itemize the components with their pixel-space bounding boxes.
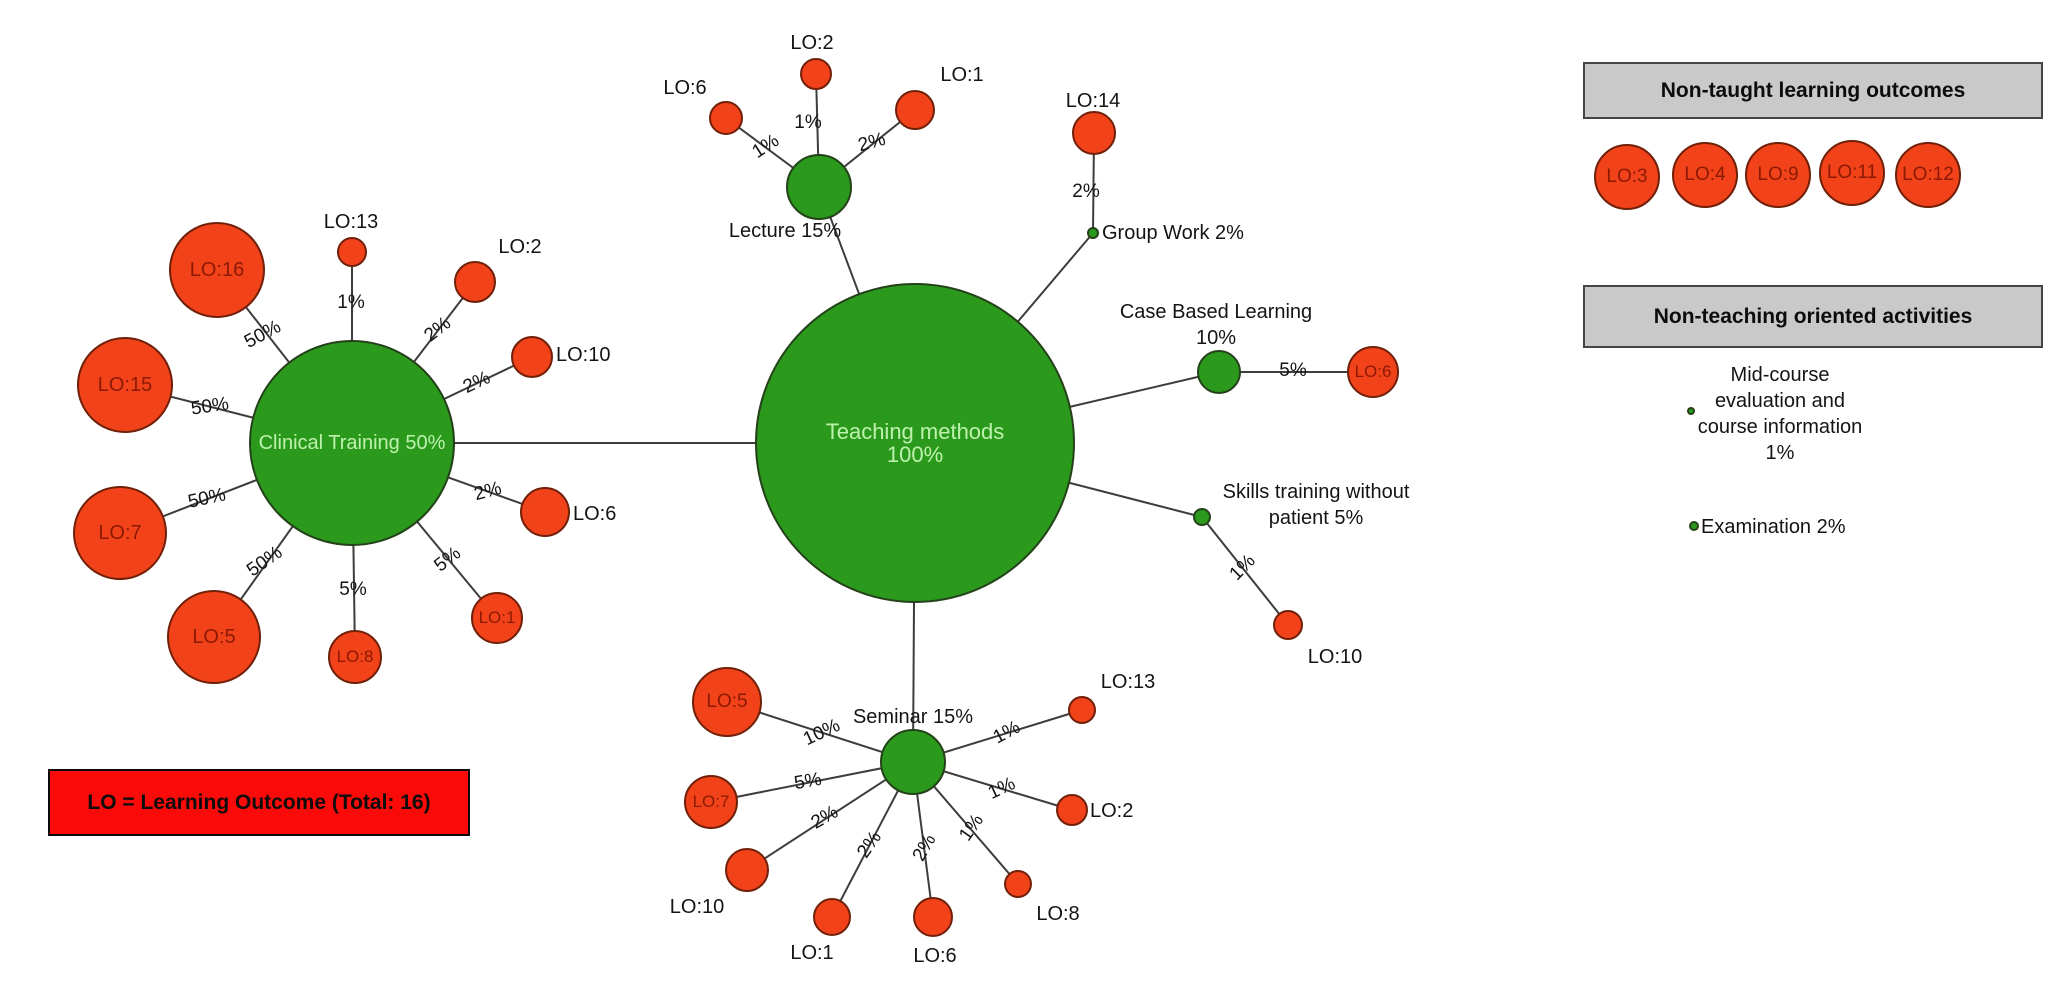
non-taught-header: Non-taught learning outcomes [1583,62,2043,119]
outcome-node-seminar-lo-10 [725,848,769,892]
outcome-node-seminar-lo-8-label: LO:8 [1036,903,1080,925]
node-inside-label: LO:9 [1757,164,1799,186]
activity-dot-1 [1689,521,1699,531]
node-inside-label: Clinical Training 50% [258,431,446,454]
node-inside-label: LO:3 [1606,166,1648,188]
method-node-teaching-methods: Teaching methods 100% [755,283,1075,603]
method-node-case-based-learning [1197,350,1241,394]
method-node-label-skills-training-without-patient: Skills training without patient 5% [1222,481,1410,529]
edge-percent-label: 2% [1072,181,1100,202]
outcome-node-lecture-lo-2 [800,58,832,90]
node-inside-label: LO:8 [336,647,374,667]
edge-percent-label: 1% [337,292,365,313]
method-node-label-seminar: Seminar 15% [852,706,974,728]
outcome-node-lecture-lo-1 [895,90,935,130]
node-inside-label: LO:7 [98,521,142,544]
non-taught-outcome-lo-9: LO:9 [1745,142,1811,208]
method-node-skills-training-without-patient [1193,508,1211,526]
outcome-node-seminar-lo-13 [1068,696,1096,724]
node-inside-label: LO:5 [192,625,236,648]
outcome-node-clinical-lo-2 [454,261,496,303]
outcome-node-seminar-lo-1-label: LO:1 [790,942,834,964]
outcome-node-lecture-lo-6-label: LO:6 [663,77,707,99]
non-teaching-header-text: Non-teaching oriented activities [1653,304,1973,328]
outcome-node-clinical-lo-1: LO:1 [471,592,523,644]
outcome-node-seminar-lo-8 [1004,870,1032,898]
non-taught-header-text: Non-taught learning outcomes [1660,78,1966,102]
legend-box-text: LO = Learning Outcome (Total: 16) [87,790,431,814]
method-node-lecture [786,154,852,220]
outcome-node-group-work-lo-14-label: LO:14 [1065,90,1121,112]
outcome-node-seminar-lo-10-label: LO:10 [669,896,725,918]
node-inside-label: LO:15 [97,373,153,396]
outcome-node-clinical-lo-5: LO:5 [167,590,261,684]
method-node-clinical-training: Clinical Training 50% [249,340,455,546]
non-taught-outcome-lo-3: LO:3 [1594,144,1660,210]
node-inside-label: Teaching methods 100% [825,418,1005,467]
edge-percent-label: 5% [339,579,367,600]
outcome-node-seminar-lo-13-label: LO:13 [1100,671,1156,693]
node-inside-label: LO:6 [1354,362,1392,382]
non-taught-outcome-lo-4: LO:4 [1672,142,1738,208]
edge-line [1201,516,1289,626]
node-inside-label: LO:4 [1684,164,1726,186]
non-taught-outcome-lo-12: LO:12 [1895,142,1961,208]
outcome-node-seminar-lo-6-label: LO:6 [913,945,957,967]
outcome-node-clinical-lo-15: LO:15 [77,337,173,433]
node-inside-label: LO:11 [1826,162,1878,184]
outcome-node-seminar-lo-1 [813,898,851,936]
node-inside-label: LO:1 [478,608,516,628]
outcome-node-seminar-lo-2-label: LO:2 [1090,800,1134,822]
method-node-label-case-based-learning: Case Based Learning 10% [1119,301,1313,349]
outcome-node-skills-training-lo-10-label: LO:10 [1307,646,1363,668]
node-inside-label: LO:16 [189,258,245,281]
activity-label-1: Examination 2% [1701,516,1846,538]
outcome-node-skills-training-lo-10 [1273,610,1303,640]
edge-line [710,761,914,803]
outcome-node-group-work-lo-14 [1072,111,1116,155]
edge-percent-label: 5% [1279,360,1307,381]
outcome-node-seminar-lo-5: LO:5 [692,667,762,737]
non-taught-outcome-lo-11: LO:11 [1819,140,1885,206]
method-node-seminar [880,729,946,795]
outcome-node-seminar-lo-6 [913,897,953,937]
method-node-label-lecture: Lecture 15% [728,220,842,242]
activity-dot-0 [1687,407,1695,415]
outcome-node-clinical-lo-13 [337,237,367,267]
legend-box: LO = Learning Outcome (Total: 16) [48,769,470,836]
outcome-node-clinical-lo-7: LO:7 [73,486,167,580]
activity-label-0: Mid-course evaluation and course informa… [1697,364,1863,464]
outcome-node-clinical-lo-10-label: LO:10 [556,344,611,366]
outcome-node-clinical-lo-13-label: LO:13 [323,211,379,233]
outcome-node-clinical-lo-2-label: LO:2 [498,236,542,258]
outcome-node-lecture-lo-1-label: LO:1 [940,64,984,86]
method-node-group-work [1087,227,1099,239]
non-teaching-header: Non-teaching oriented activities [1583,285,2043,348]
outcome-node-clinical-lo-8: LO:8 [328,630,382,684]
node-inside-label: LO:5 [706,691,748,713]
edge-percent-label: 5% [792,768,824,795]
outcome-node-clinical-lo-6-label: LO:6 [573,503,617,525]
node-inside-label: LO:7 [692,792,730,812]
outcome-node-clinical-lo-16: LO:16 [169,222,265,318]
outcome-node-lecture-lo-2-label: LO:2 [790,32,834,54]
outcome-node-clinical-lo-10 [511,336,553,378]
node-inside-label: LO:12 [1902,164,1954,186]
outcome-node-lecture-lo-6 [709,101,743,135]
outcome-node-clinical-lo-6 [520,487,570,537]
outcome-node-case-based-learning-lo-6: LO:6 [1347,346,1399,398]
outcome-node-seminar-lo-7: LO:7 [684,775,738,829]
edge-percent-label: 1% [794,112,822,133]
method-node-label-group-work: Group Work 2% [1102,222,1244,244]
outcome-node-seminar-lo-2 [1056,794,1088,826]
